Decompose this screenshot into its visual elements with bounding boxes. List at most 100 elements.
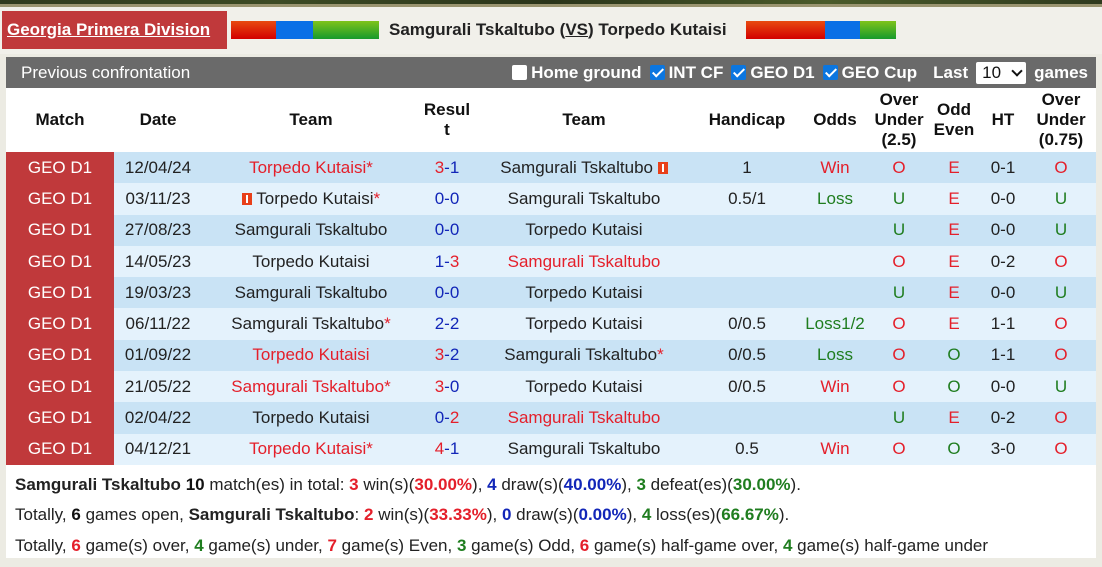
summary-section: Samgurali Tskaltubo 10 match(es) in tota… bbox=[6, 465, 1096, 563]
home-team-cell[interactable]: Torpedo Kutaisi* bbox=[202, 152, 420, 184]
geo-cup-checkbox[interactable] bbox=[822, 65, 838, 80]
away-team-cell[interactable]: Torpedo Kutaisi bbox=[474, 371, 694, 403]
home-team-cell[interactable]: Samgurali Tskaltubo* bbox=[202, 308, 420, 340]
result-cell[interactable]: 0-0 bbox=[420, 214, 474, 246]
home-score: 1 bbox=[434, 251, 445, 271]
result-cell[interactable]: 0-2 bbox=[420, 402, 474, 434]
odd-even: E bbox=[928, 152, 980, 184]
home-team[interactable]: Samgurali Tskaltubo bbox=[234, 282, 388, 302]
match-league[interactable]: GEO D1 bbox=[6, 183, 114, 215]
away-score: 2 bbox=[449, 314, 460, 334]
match-league[interactable]: GEO D1 bbox=[6, 402, 114, 434]
home-team[interactable]: Torpedo Kutaisi bbox=[252, 345, 370, 365]
result-cell[interactable]: 3-2 bbox=[420, 339, 474, 372]
away-team-cell[interactable]: Samgurali Tskaltubo bbox=[474, 433, 694, 465]
match-league[interactable]: GEO D1 bbox=[6, 433, 114, 465]
result-cell[interactable]: 4-1 bbox=[420, 433, 474, 465]
home-team[interactable]: Torpedo Kutaisi bbox=[249, 439, 367, 459]
home-team-cell[interactable]: Samgurali Tskaltubo bbox=[202, 214, 420, 246]
result-cell[interactable]: 0-0 bbox=[420, 183, 474, 215]
result-cell[interactable]: 3-0 bbox=[420, 371, 474, 403]
table-row[interactable]: GEO D1 19/03/23 Samgurali Tskaltubo 0-0 Torp… bbox=[6, 277, 1096, 309]
home-team-cell[interactable]: Torpedo Kutaisi bbox=[202, 245, 420, 278]
geo-d1-checkbox[interactable] bbox=[731, 65, 747, 80]
table-row[interactable]: GEO D1 04/12/21 Torpedo Kutaisi* 4-1 Samgura… bbox=[6, 433, 1096, 465]
result-cell[interactable]: 2-2 bbox=[420, 308, 474, 340]
away-team[interactable]: Torpedo Kutaisi bbox=[525, 220, 643, 240]
home-team[interactable]: Samgurali Tskaltubo bbox=[231, 314, 385, 334]
half-time-score: 0-0 bbox=[980, 214, 1026, 246]
away-team-cell[interactable]: Samgurali Tskaltubo bbox=[474, 245, 694, 278]
away-team[interactable]: Samgurali Tskaltubo bbox=[507, 251, 661, 271]
home-team-cell[interactable]: Torpedo Kutaisi bbox=[202, 339, 420, 372]
home-team[interactable]: Torpedo Kutaisi bbox=[249, 157, 367, 177]
match-league[interactable]: GEO D1 bbox=[6, 371, 114, 403]
int-cf-checkbox[interactable] bbox=[649, 65, 665, 80]
home-team-cell[interactable]: Torpedo Kutaisi* bbox=[202, 183, 420, 215]
table-row[interactable]: GEO D1 03/11/23 Torpedo Kutaisi* 0-0 Samgur… bbox=[6, 183, 1096, 215]
home-team[interactable]: Torpedo Kutaisi bbox=[252, 251, 370, 271]
last-games-select[interactable]: 10 bbox=[976, 61, 1027, 84]
table-row[interactable]: GEO D1 27/08/23 Samgurali Tskaltubo 0-0 Torp… bbox=[6, 214, 1096, 246]
table-row[interactable]: GEO D1 02/04/22 Torpedo Kutaisi 0-2 Samgural… bbox=[6, 402, 1096, 434]
vs-link[interactable]: VS bbox=[565, 20, 589, 39]
away-team[interactable]: Torpedo Kutaisi bbox=[525, 314, 643, 334]
col-odd-even: Odd Even bbox=[928, 88, 980, 152]
match-league[interactable]: GEO D1 bbox=[6, 214, 114, 246]
home-team[interactable]: Torpedo Kutaisi bbox=[252, 408, 370, 428]
home-team[interactable]: Samgurali Tskaltubo bbox=[231, 376, 385, 396]
home-team-cell[interactable]: Samgurali Tskaltubo bbox=[202, 277, 420, 309]
away-team-cell[interactable]: Torpedo Kutaisi bbox=[474, 214, 694, 246]
away-team-cell[interactable]: Samgurali Tskaltubo bbox=[474, 183, 694, 215]
handicap: 0.5/1 bbox=[694, 183, 800, 215]
away-score: 2 bbox=[449, 345, 460, 365]
table-row[interactable]: GEO D1 06/11/22 Samgurali Tskaltubo* 2-2 Tor… bbox=[6, 308, 1096, 340]
handicap: 0/0.5 bbox=[694, 339, 800, 372]
match-league[interactable]: GEO D1 bbox=[6, 308, 114, 340]
away-team-cell[interactable]: Samgurali Tskaltubo* bbox=[474, 339, 694, 372]
home-star: * bbox=[366, 439, 373, 459]
away-team[interactable]: Samgurali Tskaltubo bbox=[507, 408, 661, 428]
result-cell[interactable]: 3-1 bbox=[420, 152, 474, 184]
half-time-score: 1-1 bbox=[980, 308, 1026, 340]
away-team[interactable]: Samgurali Tskaltubo bbox=[504, 345, 658, 365]
half-time-score: 0-0 bbox=[980, 277, 1026, 309]
away-team[interactable]: Samgurali Tskaltubo bbox=[500, 157, 654, 177]
away-team[interactable]: Samgurali Tskaltubo bbox=[507, 188, 661, 208]
table-row[interactable]: GEO D1 14/05/23 Torpedo Kutaisi 1-3 Samgural… bbox=[6, 245, 1096, 278]
home-ground-checkbox[interactable] bbox=[512, 65, 528, 80]
match-league[interactable]: GEO D1 bbox=[6, 339, 114, 372]
away-team[interactable]: Samgurali Tskaltubo bbox=[507, 439, 661, 459]
home-team[interactable]: Torpedo Kutaisi bbox=[256, 188, 374, 208]
away-team-cell[interactable]: Torpedo Kutaisi bbox=[474, 277, 694, 309]
over-under: O bbox=[870, 371, 928, 403]
match-league[interactable]: GEO D1 bbox=[6, 245, 114, 278]
odd-even: E bbox=[928, 245, 980, 278]
away-team[interactable]: Torpedo Kutaisi bbox=[525, 282, 643, 302]
home-team-cell[interactable]: Torpedo Kutaisi bbox=[202, 402, 420, 434]
over-under: U bbox=[870, 402, 928, 434]
home-team[interactable]: Samgurali Tskaltubo bbox=[234, 220, 388, 240]
result-cell[interactable]: 1-3 bbox=[420, 245, 474, 278]
home-team-cell[interactable]: Samgurali Tskaltubo* bbox=[202, 371, 420, 403]
summary-total-line: Samgurali Tskaltubo 10 match(es) in tota… bbox=[15, 474, 801, 494]
home-score: 0 bbox=[434, 408, 445, 428]
table-row[interactable]: GEO D1 01/09/22 Torpedo Kutaisi 3-2 Samgural… bbox=[6, 339, 1096, 372]
away-team-cell[interactable]: Samgurali Tskaltubo bbox=[474, 152, 694, 184]
red-card-icon bbox=[657, 161, 668, 174]
summary-handicap-line: Totally, 6 games open, Samgurali Tskaltu… bbox=[15, 505, 790, 525]
over-under-half: U bbox=[1026, 214, 1096, 246]
away-team-cell[interactable]: Samgurali Tskaltubo bbox=[474, 402, 694, 434]
home-team-cell[interactable]: Torpedo Kutaisi* bbox=[202, 433, 420, 465]
table-row[interactable]: GEO D1 21/05/22 Samgurali Tskaltubo* 3-0 Tor… bbox=[6, 371, 1096, 403]
away-score: 0 bbox=[449, 220, 460, 240]
away-score: 1 bbox=[449, 157, 460, 177]
away-team-cell[interactable]: Torpedo Kutaisi bbox=[474, 308, 694, 340]
away-team[interactable]: Torpedo Kutaisi bbox=[525, 376, 643, 396]
match-league[interactable]: GEO D1 bbox=[6, 152, 114, 184]
league-link[interactable]: Georgia Primera Division bbox=[7, 20, 211, 39]
result-cell[interactable]: 0-0 bbox=[420, 277, 474, 309]
match-league[interactable]: GEO D1 bbox=[6, 277, 114, 309]
table-row[interactable]: GEO D1 12/04/24 Torpedo Kutaisi* 3-1 Samgura… bbox=[6, 152, 1096, 184]
odds-result: Loss bbox=[800, 339, 870, 372]
